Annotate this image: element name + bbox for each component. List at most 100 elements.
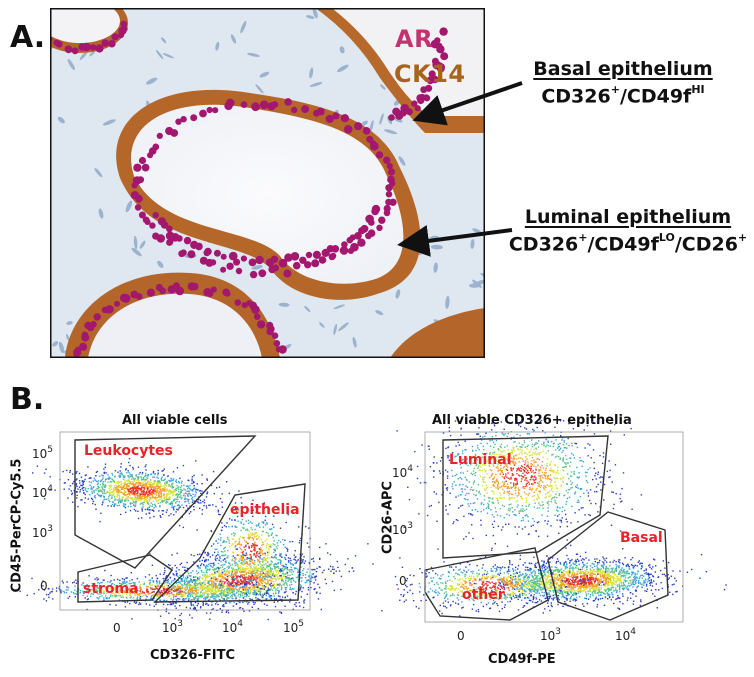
event-dot bbox=[303, 568, 305, 570]
event-dot bbox=[331, 568, 334, 570]
event-dot bbox=[79, 590, 82, 592]
event-dot bbox=[103, 490, 105, 493]
event-dot bbox=[106, 592, 108, 594]
event-dot bbox=[181, 489, 184, 492]
event-dot bbox=[150, 502, 152, 504]
event-dot bbox=[130, 582, 133, 585]
event-dot bbox=[300, 562, 302, 565]
stroma-nucleus bbox=[337, 64, 349, 73]
event-dot bbox=[211, 583, 213, 585]
event-dot bbox=[146, 487, 148, 489]
ar-nucleus bbox=[183, 236, 192, 245]
event-dot bbox=[137, 479, 139, 482]
event-dot bbox=[260, 574, 263, 576]
event-dot bbox=[252, 539, 254, 541]
event-dot bbox=[204, 590, 207, 592]
event-dot bbox=[199, 593, 201, 595]
event-dot bbox=[267, 551, 269, 554]
event-dot bbox=[146, 508, 149, 511]
event-dot bbox=[124, 476, 126, 478]
event-dot bbox=[223, 554, 226, 557]
event-dot bbox=[143, 483, 145, 486]
event-dot bbox=[274, 568, 276, 570]
event-dot bbox=[159, 594, 161, 596]
event-dot bbox=[139, 587, 142, 590]
event-dot bbox=[209, 612, 212, 614]
event-dot bbox=[154, 496, 157, 498]
event-dot bbox=[97, 598, 99, 600]
event-dot bbox=[267, 593, 270, 595]
event-dot bbox=[248, 595, 250, 598]
event-dot bbox=[76, 470, 78, 473]
event-dot bbox=[209, 568, 211, 570]
event-dot bbox=[252, 509, 254, 511]
event-dot bbox=[232, 543, 234, 545]
event-dot bbox=[313, 588, 315, 591]
event-dot bbox=[248, 580, 250, 582]
event-dot bbox=[204, 583, 206, 586]
event-dot bbox=[58, 587, 60, 590]
stroma-nucleus bbox=[333, 304, 345, 310]
event-dot bbox=[260, 582, 263, 584]
event-dot bbox=[187, 494, 189, 496]
event-dot bbox=[211, 562, 213, 565]
event-dot bbox=[234, 560, 236, 563]
event-dot bbox=[253, 588, 255, 591]
event-dot bbox=[114, 593, 116, 595]
event-dot bbox=[214, 583, 216, 586]
stroma-nucleus bbox=[369, 120, 374, 133]
event-dot bbox=[175, 498, 177, 500]
event-dot bbox=[262, 522, 265, 524]
event-dot bbox=[337, 566, 339, 569]
event-dot bbox=[87, 487, 89, 490]
event-dot bbox=[133, 586, 136, 589]
event-dot bbox=[276, 566, 278, 568]
event-dot bbox=[207, 559, 209, 561]
event-dot bbox=[115, 487, 117, 489]
ar-nucleus bbox=[224, 290, 231, 297]
event-dot bbox=[205, 597, 207, 600]
event-dot bbox=[208, 583, 210, 585]
event-dot bbox=[197, 592, 199, 594]
event-dot bbox=[140, 592, 142, 594]
event-dot bbox=[216, 585, 218, 587]
event-dot bbox=[229, 592, 231, 595]
event-dot bbox=[274, 590, 277, 592]
event-dot bbox=[68, 595, 71, 598]
event-dot bbox=[228, 492, 230, 495]
event-dot bbox=[253, 549, 255, 551]
event-dot bbox=[331, 580, 334, 583]
event-dot bbox=[294, 593, 297, 595]
event-dot bbox=[300, 577, 302, 579]
plot1-y-ticks: 105 104 103 0 bbox=[32, 445, 53, 593]
event-dot bbox=[95, 475, 97, 477]
event-dot bbox=[474, 455, 477, 457]
event-dot bbox=[268, 583, 270, 585]
event-dot bbox=[131, 476, 134, 478]
event-dot bbox=[81, 499, 83, 501]
event-dot bbox=[111, 582, 114, 585]
event-dot bbox=[190, 572, 192, 574]
event-dot bbox=[125, 487, 127, 490]
event-dot bbox=[185, 585, 187, 587]
event-dot bbox=[152, 483, 154, 485]
event-dot bbox=[120, 463, 122, 465]
stroma-nucleus bbox=[240, 20, 247, 34]
event-dot bbox=[116, 499, 118, 501]
event-dot bbox=[122, 503, 125, 505]
event-dot bbox=[143, 479, 146, 482]
event-dot bbox=[224, 577, 226, 579]
event-dot bbox=[255, 568, 257, 570]
basal-arrow bbox=[412, 81, 523, 126]
event-dot bbox=[517, 467, 520, 469]
event-dot bbox=[216, 594, 218, 596]
event-dot bbox=[171, 592, 173, 594]
event-dot bbox=[129, 488, 131, 490]
event-dot bbox=[143, 490, 145, 492]
event-dot bbox=[182, 574, 185, 577]
event-dot bbox=[170, 480, 172, 482]
ar-nucleus bbox=[206, 106, 213, 114]
event-dot bbox=[138, 480, 140, 482]
event-dot bbox=[101, 487, 104, 489]
event-dot bbox=[209, 562, 211, 565]
